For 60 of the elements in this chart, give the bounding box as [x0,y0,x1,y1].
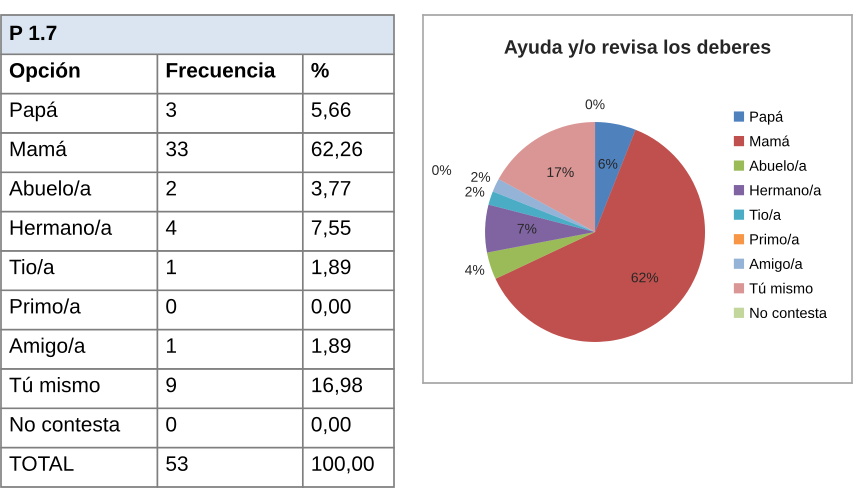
data-label: 3 [166,102,176,117]
category-label: Mamá [10,140,67,156]
data-label: 0,00 [312,298,351,316]
data-label: 7,55 [312,220,350,238]
data-label: 2 [166,180,176,196]
data-label: 2% [471,172,490,182]
data-label: 6% [598,158,618,169]
data-label: 0 [166,416,176,432]
pie-slice [486,232,596,279]
legend-label: Abuelo/a [749,160,807,171]
legend-label: Papá [750,110,784,125]
data-label: 1 [167,338,176,353]
data-label: 62% [632,272,658,282]
data-label: 5,66 [312,102,350,120]
category-label: No contesta [10,417,120,432]
data-label: 1,89 [312,338,350,356]
data-label: 1,89 [312,260,350,277]
pie-slice [496,130,706,342]
text: P 1.7 [10,26,56,40]
data-label: 33 [166,142,188,156]
data-label: 53 [166,456,188,471]
category-label: Hermano/a [10,220,112,235]
legend-label: Amigo/a [749,258,803,272]
data-label: 4 [166,220,176,235]
pie-slice [498,122,596,232]
pie-slice [488,192,596,232]
series-label: % [311,62,329,78]
text: 0% [432,165,452,175]
pie-slice [485,204,596,253]
legend-label: Primo/a [750,234,800,244]
data-label: 9 [166,378,176,392]
legend-label: Tio/a [749,209,782,220]
category-label: Primo/a [10,298,81,314]
legend-label: Hermano/a [750,184,822,196]
pie-slice [595,122,636,232]
data-label: 0,00 [312,416,351,434]
category-label: Papá [10,102,58,122]
legend-label: No contesta [750,308,827,318]
data-label: 17% [547,167,574,177]
chart-title: Ayuda y/o revisa los deberes [504,40,770,58]
data-label: 2% [465,186,484,197]
data-label: 4% [465,265,484,275]
category-label: Tio/a [9,258,55,274]
pie-slice [492,179,596,232]
category-label: Amigo/a [9,338,86,358]
category-label: Tú mismo [9,376,100,392]
data-label: 7% [518,224,536,234]
data-label: 100,00 [312,456,374,474]
category-label: Abuelo/a [9,180,92,196]
data-label: 3,77 [312,180,350,198]
text: 0% [586,99,605,110]
legend-label: Tú mismo [749,282,813,294]
legend-label: Frecuencia [166,62,276,78]
data-label: 62,26 [312,142,362,159]
legend-label: Mamá [750,135,790,146]
category-label: TOTAL [9,456,74,471]
text: Opción [10,62,80,82]
data-label: 1 [167,260,176,274]
data-label: 16,98 [312,378,362,395]
data-label: 0 [166,298,176,314]
